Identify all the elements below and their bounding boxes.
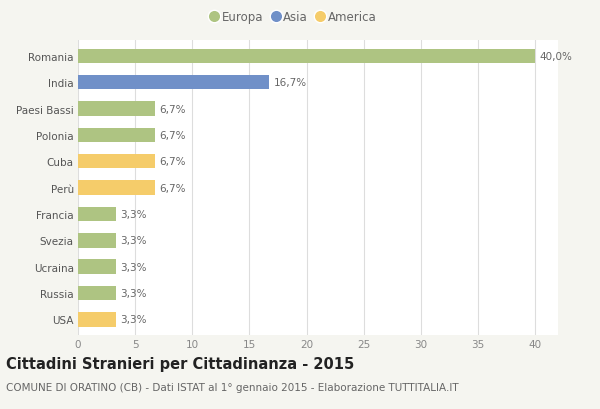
Bar xyxy=(78,155,155,169)
Bar xyxy=(78,128,155,143)
Bar xyxy=(78,286,116,301)
Bar xyxy=(78,76,269,90)
Text: Cittadini Stranieri per Cittadinanza - 2015: Cittadini Stranieri per Cittadinanza - 2… xyxy=(6,356,354,371)
Text: 3,3%: 3,3% xyxy=(120,262,147,272)
Text: 6,7%: 6,7% xyxy=(159,183,185,193)
Text: 6,7%: 6,7% xyxy=(159,130,185,141)
Bar xyxy=(78,207,116,222)
Bar xyxy=(78,102,155,117)
Bar xyxy=(78,181,155,196)
Bar xyxy=(78,49,535,64)
Bar xyxy=(78,312,116,327)
Text: COMUNE DI ORATINO (CB) - Dati ISTAT al 1° gennaio 2015 - Elaborazione TUTTITALIA: COMUNE DI ORATINO (CB) - Dati ISTAT al 1… xyxy=(6,382,458,392)
Text: 3,3%: 3,3% xyxy=(120,236,147,246)
Text: 6,7%: 6,7% xyxy=(159,104,185,114)
Text: 6,7%: 6,7% xyxy=(159,157,185,167)
Legend: Europa, Asia, America: Europa, Asia, America xyxy=(206,7,382,29)
Text: 3,3%: 3,3% xyxy=(120,209,147,219)
Text: 3,3%: 3,3% xyxy=(120,315,147,325)
Bar xyxy=(78,260,116,274)
Text: 3,3%: 3,3% xyxy=(120,288,147,298)
Bar xyxy=(78,234,116,248)
Text: 40,0%: 40,0% xyxy=(540,52,572,62)
Text: 16,7%: 16,7% xyxy=(274,78,307,88)
